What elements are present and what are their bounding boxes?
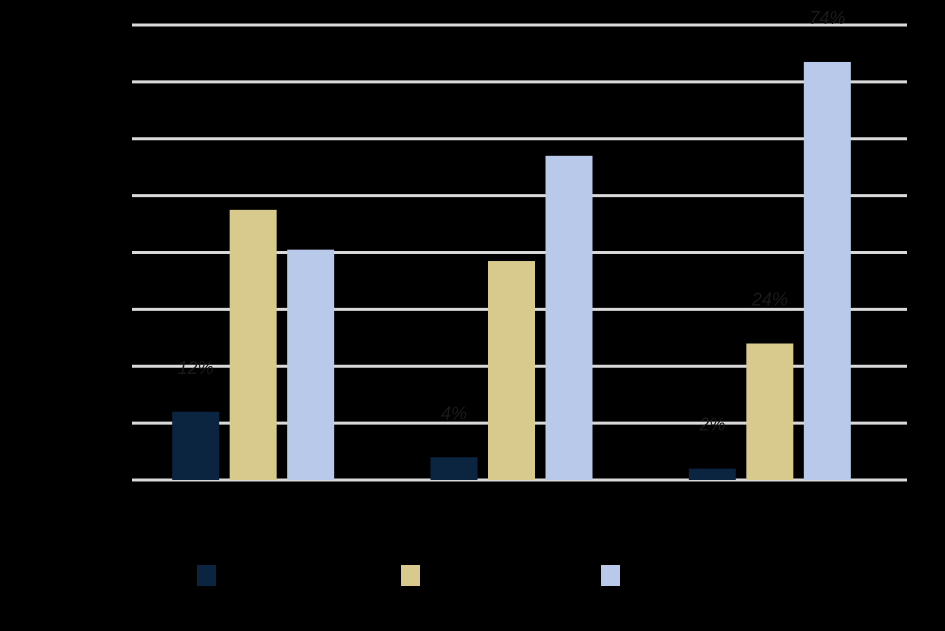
data-label: 74% xyxy=(809,8,845,28)
bar xyxy=(287,249,335,480)
bar xyxy=(803,61,851,480)
data-label: 2% xyxy=(698,415,725,435)
bar xyxy=(430,457,478,480)
data-labels: 12% 4% 2% 24% 74% xyxy=(178,8,846,435)
data-label: 24% xyxy=(751,290,788,310)
bar xyxy=(172,411,220,480)
bar xyxy=(545,155,593,480)
bar xyxy=(746,343,794,480)
legend-swatch xyxy=(401,565,420,586)
legend-swatch xyxy=(197,565,216,586)
bars xyxy=(172,61,851,480)
bar xyxy=(488,261,535,480)
data-label: 4% xyxy=(441,403,467,423)
legend-swatch xyxy=(601,565,620,586)
data-label: 12% xyxy=(178,358,214,378)
bar xyxy=(688,468,736,480)
bar xyxy=(229,209,277,480)
legend xyxy=(197,565,620,586)
